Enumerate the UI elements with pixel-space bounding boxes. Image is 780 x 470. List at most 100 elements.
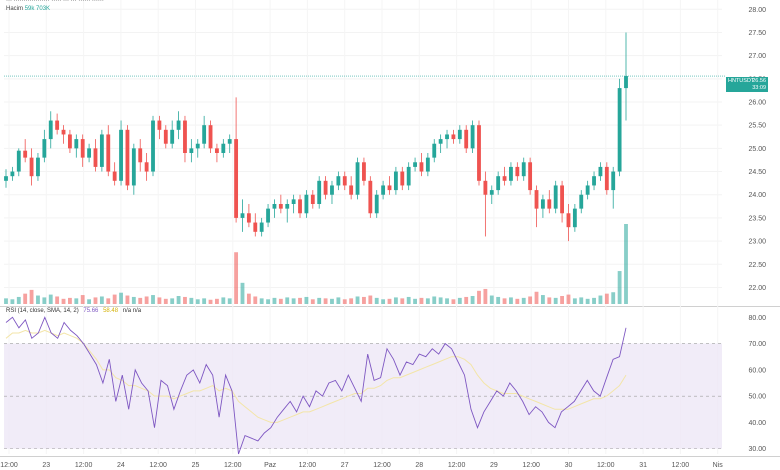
candle-body — [489, 190, 494, 195]
volume-bar — [87, 299, 92, 304]
volume-bar — [61, 298, 66, 304]
candle-body — [393, 171, 398, 191]
time-tick-label: 12:00 — [224, 462, 242, 469]
candle-body — [381, 185, 386, 195]
volume-bar — [42, 297, 47, 304]
volume-bar — [483, 288, 488, 304]
candle-body — [48, 120, 53, 140]
candle-body — [349, 185, 354, 195]
volume-bar — [496, 296, 501, 304]
volume-bar — [323, 298, 328, 304]
volume-bar — [611, 292, 616, 304]
volume-bar — [272, 297, 277, 304]
volume-bar — [163, 298, 168, 304]
volume-bar — [374, 297, 379, 304]
rsi-sma-value: 58.48 — [103, 308, 119, 314]
candle-body — [566, 213, 571, 228]
volume-bar — [189, 297, 194, 304]
candle-body — [438, 139, 443, 144]
candle-body — [336, 176, 341, 186]
candle-body — [445, 134, 449, 140]
price-tick-label: 23.50 — [748, 215, 766, 222]
volume-bar — [310, 299, 315, 304]
volume-bar — [457, 297, 462, 304]
time-tick-label: 12:00 — [0, 462, 18, 469]
candle-body — [483, 180, 488, 195]
volume-bar — [617, 271, 622, 304]
price-tick-label: 24.00 — [748, 192, 766, 199]
time-tick-label: 31 — [639, 462, 647, 469]
candle-body — [572, 208, 577, 228]
volume-bar — [547, 297, 552, 304]
volume-bar — [93, 297, 98, 304]
price-tick-label: 28.00 — [748, 7, 766, 14]
time-tick-label: 24 — [117, 462, 125, 469]
candle-body — [138, 148, 143, 163]
volume-bar — [470, 296, 475, 304]
rsi-band — [4, 343, 722, 449]
candle-body — [432, 143, 437, 158]
volume-bar — [477, 290, 481, 304]
time-tick-label: 12:00 — [149, 462, 167, 469]
volume-bar — [598, 295, 603, 304]
volume-bar — [215, 298, 219, 304]
time-tick-label: 12:00 — [299, 462, 317, 469]
candle-body — [10, 171, 15, 177]
candle-body — [125, 129, 130, 186]
candle-body — [611, 171, 616, 191]
candle-body — [387, 185, 392, 191]
volume-bar — [572, 298, 577, 304]
time-tick-label: 28 — [415, 462, 423, 469]
volume-bar — [592, 297, 596, 304]
candle-body — [183, 120, 187, 153]
candle-body — [368, 180, 373, 214]
candle-body — [93, 148, 98, 167]
volume-bar — [362, 296, 366, 304]
volume-bar — [144, 296, 149, 304]
candle-body — [221, 143, 226, 153]
time-tick-label: 30 — [565, 462, 573, 469]
candle-body — [477, 125, 481, 181]
volume-bar — [464, 296, 469, 304]
volume-bar — [509, 297, 513, 304]
volume-bar — [278, 298, 283, 304]
candle-body — [323, 180, 328, 195]
rsi-pane — [4, 316, 722, 455]
candle-body — [317, 180, 322, 204]
candle-body — [496, 176, 501, 191]
candle-body — [36, 157, 40, 177]
candle-body — [598, 166, 603, 177]
rsi-tick-label: 40.00 — [748, 420, 766, 427]
candle-body — [374, 194, 379, 214]
candle-body — [604, 166, 609, 191]
volume-bar — [304, 296, 309, 304]
candle-body — [234, 139, 239, 218]
candle-body — [624, 76, 628, 89]
volume-bar — [438, 297, 443, 304]
candle-body — [29, 157, 34, 177]
candle-body — [534, 190, 539, 209]
candle-body — [87, 148, 92, 158]
volume-bar — [112, 294, 117, 304]
badge-symbol: HNTUSDT — [728, 78, 755, 84]
candle-body — [304, 194, 309, 214]
rsi-sma-line — [5, 329, 627, 423]
rsi-extra: n/a n/a — [122, 308, 142, 314]
volume-bar — [393, 297, 398, 304]
volume-bar — [176, 296, 181, 304]
candle-body — [131, 148, 136, 186]
volume-bar — [521, 297, 526, 304]
volume-bar — [298, 297, 302, 304]
volume-bar — [528, 296, 533, 304]
candle-body — [202, 125, 207, 144]
last-price-badge: HNTUSDT 26.56 33:09 — [726, 77, 768, 92]
volume-bar — [227, 298, 232, 304]
rsi-tick-label: 80.00 — [748, 315, 766, 322]
volume-bar — [29, 289, 34, 304]
rsi-legend: RSI (14, close, SMA, 14, 2) 75.66 58.48 … — [6, 308, 144, 314]
time-tick-label: 29 — [490, 462, 498, 469]
time-axis: 12:00 23 12:00 24 12:00 25 12:00 Paz 12:00 27 12:0… — [0, 462, 723, 469]
candle-body — [240, 213, 245, 218]
rsi-value: 75.66 — [83, 308, 99, 314]
